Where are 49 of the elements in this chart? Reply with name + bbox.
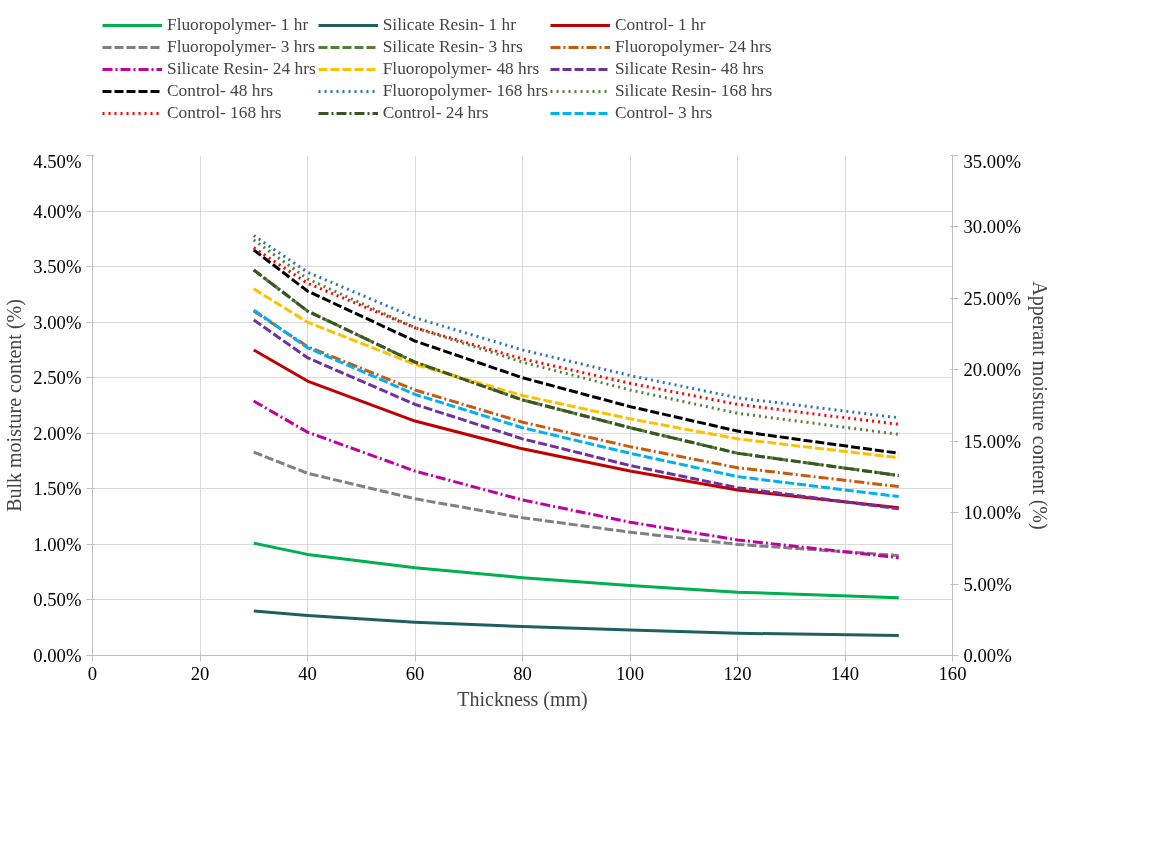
legend-label: Control- 1 hr (614, 15, 706, 35)
legend-label: Silicate Resin- 24 hrs (167, 59, 316, 79)
x-tick-label: 40 (298, 662, 317, 684)
legend-label: Fluoropolymer- 3 hrs (167, 37, 315, 57)
y-tick-label: 4.00% (33, 200, 82, 222)
legend-label: Silicate Resin- 168 hrs (614, 81, 773, 101)
legend-label: Silicate Resin- 3 hrs (382, 37, 523, 57)
y-tick-label: 3.50% (33, 256, 82, 278)
legend-label: Control- 3 hrs (614, 103, 713, 123)
y2-tick-label: 35.00% (963, 150, 1022, 172)
line-series (252, 287, 901, 460)
y-tick-label: 2.50% (33, 367, 82, 389)
line-series (252, 541, 901, 600)
legend-label: Fluoropolymer- 1 hr (167, 15, 309, 35)
legend-label: Silicate Resin- 48 hrs (614, 59, 764, 79)
x-tick-label: 120 (723, 662, 752, 684)
legend-label: Control- 48 hrs (167, 81, 273, 101)
x-tick-label: 20 (190, 662, 210, 684)
line-series (252, 268, 901, 477)
y2-tick-label: 20.00% (963, 359, 1022, 381)
legend-label: Control- 24 hrs (382, 103, 489, 123)
y2-tick-label: 15.00% (963, 430, 1022, 452)
y-tick-label: 0.50% (33, 589, 82, 611)
legend-label: Silicate Resin- 1 hr (382, 15, 517, 35)
legend-label: Fluoropolymer- 24 hrs (614, 37, 772, 57)
y2-tick-label: 30.00% (963, 216, 1022, 238)
y-tick-label: 4.50% (33, 150, 82, 172)
y-axis-title: Bulk moisture content (%) (3, 299, 27, 512)
y-tick-label: 1.50% (33, 478, 82, 500)
y2-tick-label: 25.00% (963, 287, 1022, 309)
line-series (252, 609, 901, 637)
y-tick-label: 0.00% (33, 645, 82, 666)
legend-label: Fluoropolymer- 48 hrs (382, 59, 540, 79)
line-series (252, 450, 901, 557)
x-tick-label: 0 (87, 662, 98, 684)
legend-label: Control- 168 hrs (167, 103, 282, 123)
y-tick-label: 1.00% (33, 533, 82, 555)
legend-label: Fluoropolymer- 168 hrs (382, 81, 548, 101)
y-tick-label: 2.00% (33, 422, 82, 444)
x-tick-label: 80 (513, 662, 532, 684)
y2-tick-label: 5.00% (963, 573, 1012, 595)
line-series (252, 399, 901, 560)
y-tick-label: 3.00% (33, 311, 82, 333)
y2-tick-label: 10.00% (963, 502, 1022, 524)
x-tick-label: 140 (831, 662, 859, 684)
x-tick-label: 60 (405, 662, 425, 684)
x-tick-label: 100 (616, 662, 644, 684)
x-axis-title: Thickness (mm) (457, 687, 588, 711)
y2-axis-title: Apperant moisture content (%) (1028, 281, 1052, 530)
